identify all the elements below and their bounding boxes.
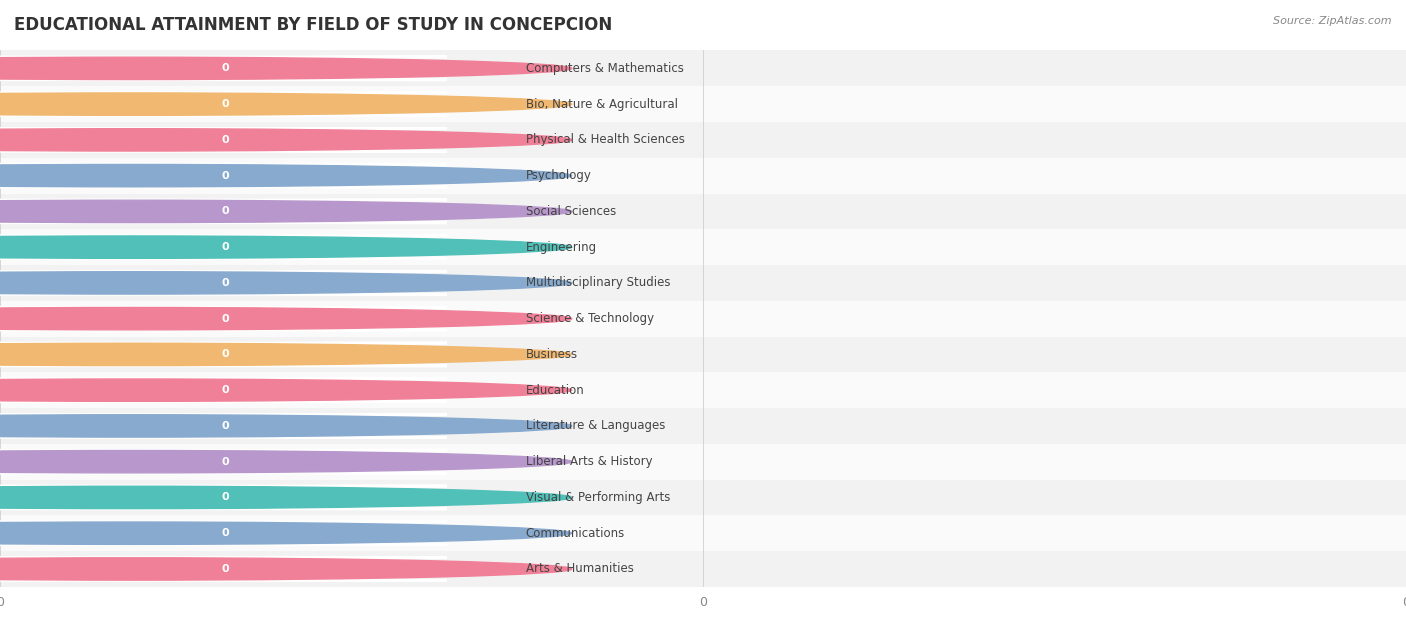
FancyBboxPatch shape [0, 522, 447, 545]
Text: 0: 0 [222, 385, 229, 395]
FancyBboxPatch shape [0, 164, 447, 187]
Text: 0: 0 [222, 170, 229, 180]
Circle shape [0, 522, 572, 545]
Circle shape [0, 200, 572, 223]
Text: Computers & Mathematics: Computers & Mathematics [526, 62, 683, 75]
Text: Physical & Health Sciences: Physical & Health Sciences [526, 133, 685, 146]
FancyBboxPatch shape [0, 307, 447, 330]
Bar [0, 194, 1406, 229]
Circle shape [0, 558, 572, 580]
Text: Visual & Performing Arts: Visual & Performing Arts [526, 491, 671, 504]
Bar [0, 444, 1406, 480]
Text: 0: 0 [222, 421, 229, 431]
Bar [0, 229, 1406, 265]
Text: Literature & Languages: Literature & Languages [526, 420, 665, 432]
Circle shape [0, 307, 572, 330]
Text: Psychology: Psychology [526, 169, 592, 182]
Circle shape [0, 165, 572, 187]
Bar [0, 158, 1406, 194]
Bar [0, 408, 1406, 444]
Circle shape [0, 379, 572, 401]
Text: Social Sciences: Social Sciences [526, 205, 616, 218]
Bar [0, 372, 1406, 408]
Text: 0: 0 [222, 564, 229, 574]
Text: 0: 0 [222, 457, 229, 467]
Circle shape [0, 129, 572, 151]
Bar [0, 516, 1406, 551]
Text: 0: 0 [222, 350, 229, 360]
Circle shape [0, 272, 572, 294]
Circle shape [0, 93, 572, 115]
FancyBboxPatch shape [0, 236, 447, 259]
Text: 0: 0 [222, 63, 229, 73]
FancyBboxPatch shape [0, 451, 447, 473]
FancyBboxPatch shape [0, 57, 447, 80]
Text: Communications: Communications [526, 527, 626, 540]
FancyBboxPatch shape [0, 271, 447, 294]
FancyBboxPatch shape [0, 486, 447, 509]
Text: 0: 0 [222, 492, 229, 502]
Bar [0, 551, 1406, 587]
FancyBboxPatch shape [0, 200, 447, 223]
Text: Source: ZipAtlas.com: Source: ZipAtlas.com [1274, 16, 1392, 26]
Bar [0, 480, 1406, 516]
Circle shape [0, 487, 572, 509]
Text: Business: Business [526, 348, 578, 361]
Text: Multidisciplinary Studies: Multidisciplinary Studies [526, 276, 671, 290]
Text: Education: Education [526, 384, 585, 397]
Bar [0, 301, 1406, 336]
Circle shape [0, 451, 572, 473]
Text: Liberal Arts & History: Liberal Arts & History [526, 455, 652, 468]
Bar [0, 122, 1406, 158]
FancyBboxPatch shape [0, 343, 447, 366]
Text: Science & Technology: Science & Technology [526, 312, 654, 325]
FancyBboxPatch shape [0, 415, 447, 437]
Text: 0: 0 [222, 278, 229, 288]
Bar [0, 336, 1406, 372]
Text: 0: 0 [222, 99, 229, 109]
Text: Engineering: Engineering [526, 240, 598, 254]
Text: Bio, Nature & Agricultural: Bio, Nature & Agricultural [526, 98, 678, 110]
Text: 0: 0 [222, 135, 229, 145]
Circle shape [0, 57, 572, 80]
Text: Arts & Humanities: Arts & Humanities [526, 562, 634, 575]
Bar [0, 86, 1406, 122]
Circle shape [0, 343, 572, 365]
Text: EDUCATIONAL ATTAINMENT BY FIELD OF STUDY IN CONCEPCION: EDUCATIONAL ATTAINMENT BY FIELD OF STUDY… [14, 16, 612, 34]
Text: 0: 0 [222, 528, 229, 538]
FancyBboxPatch shape [0, 379, 447, 401]
Circle shape [0, 236, 572, 258]
Circle shape [0, 415, 572, 437]
Bar [0, 265, 1406, 301]
FancyBboxPatch shape [0, 558, 447, 581]
Text: 0: 0 [222, 314, 229, 324]
Bar [0, 50, 1406, 86]
FancyBboxPatch shape [0, 129, 447, 151]
Text: 0: 0 [222, 206, 229, 216]
FancyBboxPatch shape [0, 93, 447, 115]
Text: 0: 0 [222, 242, 229, 252]
